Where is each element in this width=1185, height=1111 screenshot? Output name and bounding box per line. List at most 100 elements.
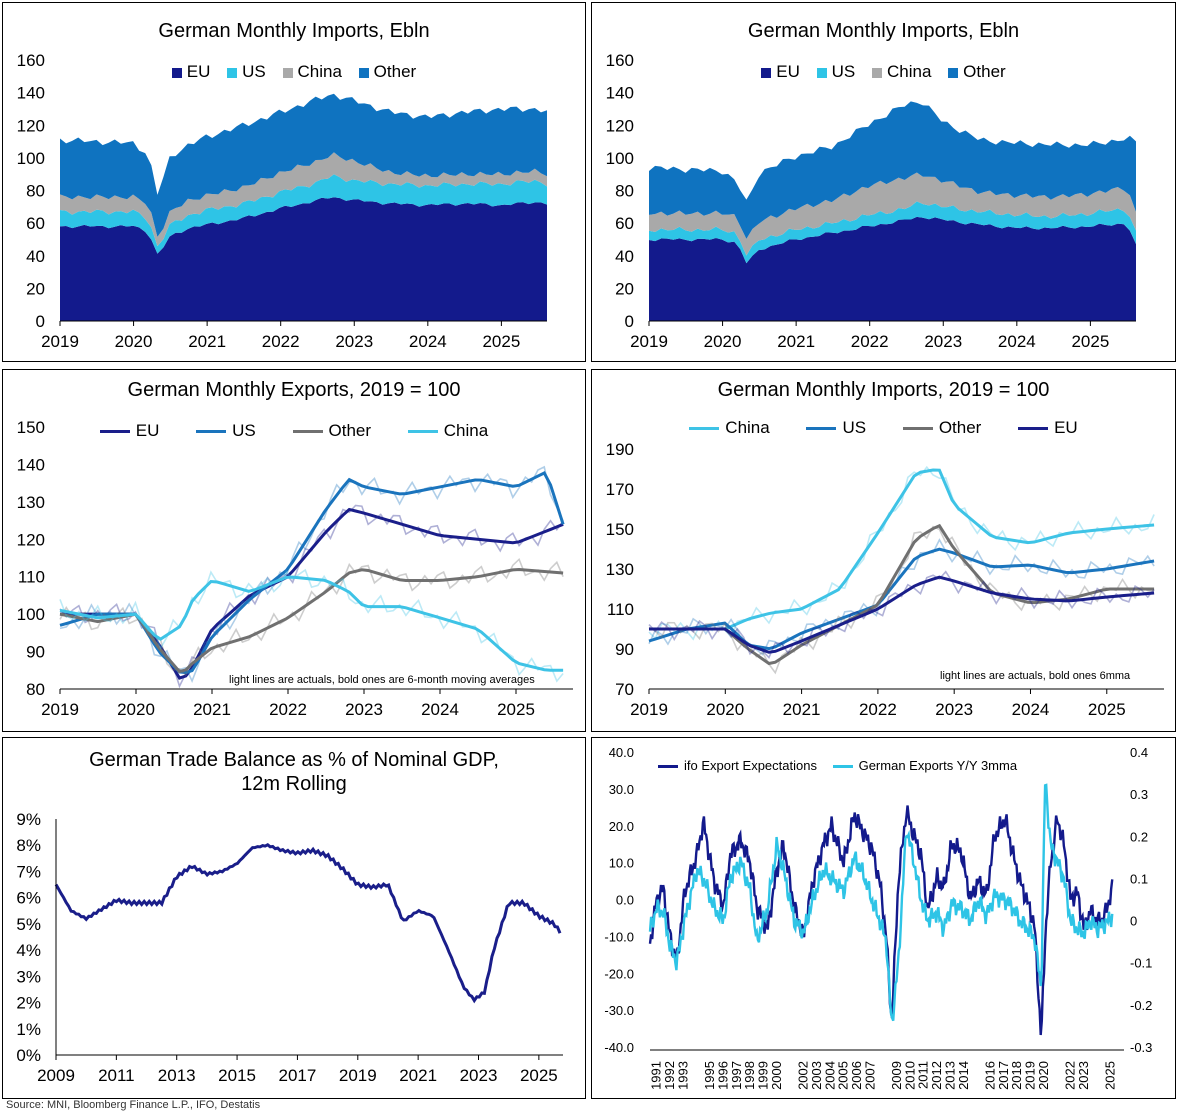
y-tick-label: 140 [606,84,634,103]
area-series-eu [649,216,1136,321]
y-tick-label: 100 [17,149,45,168]
legend-label: German Exports Y/Y 3mma [858,758,1018,773]
series-6mma-other [59,567,564,674]
y-tick-label: 10.0 [609,856,634,871]
x-tick-label: 2020 [704,332,742,351]
chart-title-line: German Trade Balance as % of Nominal GDP… [89,749,499,771]
legend-label: ifo Export Expectations [684,758,817,773]
legend-swatch-china [872,67,883,78]
series-ifo-export-expectations [648,805,1114,1036]
y2-tick-label: -0.2 [1130,998,1152,1013]
y-tick-label: 120 [606,116,634,135]
legend-line-us [196,430,227,434]
x-tick-label: 2013 [158,1066,196,1085]
area-series-us [649,201,1136,264]
x-tick-label: 2007 [862,1061,877,1090]
x-tick-label: 2019 [630,700,668,719]
y-tick-label: 30.0 [609,782,634,797]
chart-legend: EU US China Other [592,62,1175,82]
y-tick-label: 3% [16,967,41,986]
legend-swatch-us [816,67,827,78]
series-6mma-eu [649,575,1155,654]
y-tick-label: 0% [16,1046,41,1065]
legend-item-china: China [282,62,342,82]
x-tick-label: 2021 [777,332,815,351]
legend-item-other: Other [948,62,1006,82]
legend-label: China [887,62,932,81]
x-tick-label: 2025 [482,332,520,351]
legend-item-eu: EU [761,62,800,82]
x-tick-label: 2006 [849,1061,864,1090]
legend-swatch-eu [171,67,182,78]
legend-item-eu: EU [99,421,159,441]
y-tick-label: 130 [17,493,45,512]
x-tick-label: 2023 [1076,1061,1091,1090]
legend-line-china [689,427,720,431]
chart-panel-imports-index: 70 90 110 130 150 170 190 2019 2020 2021 2022 2023 2… [591,369,1176,732]
legend-label: Other [938,418,982,437]
x-tick-label: 2020 [115,332,153,351]
area-series-us [60,174,547,254]
chart-legend: China US Other EU [592,418,1175,438]
x-tick-label: 1996 [715,1061,730,1090]
x-tick-label: 2019 [1023,1061,1038,1090]
x-tick-label: 2010 [902,1061,917,1090]
legend-label: US [242,62,266,81]
series-trade-balance [54,843,562,1004]
y-tick-label: 0.0 [616,893,634,908]
y-tick-label: 40 [26,247,45,266]
legend-label: US [232,421,256,440]
x-tick-label: 2017 [996,1061,1011,1090]
legend-label: Other [328,421,372,440]
y-tick-label: 140 [17,84,45,103]
x-tick-label: 1999 [755,1061,770,1090]
x-tick-label: 2025 [1103,1061,1118,1090]
y-tick-label: 5% [16,915,41,934]
x-tick-label: 2022 [269,700,307,719]
chart-title: German Monthly Exports, 2019 = 100 [127,379,461,401]
legend-item-china: China [872,62,931,82]
legend-item-us: US [806,418,866,438]
x-tick-label: 2019 [339,1066,377,1085]
x-tick-label: 2011 [916,1061,931,1089]
x-tick-label: 2004 [822,1061,837,1090]
x-tick-label: 1998 [742,1061,757,1090]
y2-tick-label: -0.1 [1130,956,1152,971]
y-tick-label: -30.0 [604,1003,634,1018]
y-tick-label: 160 [606,51,634,70]
y-tick-label: 150 [17,418,45,437]
y-tick-label: 9% [16,810,41,829]
area-series-china [60,152,547,247]
legend-label: China [725,418,770,437]
y-tick-label: 0 [625,312,634,331]
legend-line-eu [99,430,130,434]
y-tick-label: 60 [615,214,634,233]
legend-item-us: US [816,62,856,82]
y-tick-label: 20 [26,279,45,298]
x-tick-label: 1993 [675,1061,690,1090]
x-tick-label: 2024 [998,332,1036,351]
y-tick-label: -20.0 [604,966,634,981]
legend-item-ifo: ifo Export Expectations [658,758,817,773]
x-tick-label: 2014 [956,1061,971,1090]
chart-note: light lines are actuals, bold ones 6mma [940,670,1131,682]
x-tick-label: 2023 [935,700,973,719]
x-tick-label: 2000 [769,1061,784,1090]
legend-item-eu: EU [171,62,210,82]
y-tick-label: 120 [17,530,45,549]
y-tick-label: 1% [16,1020,41,1039]
y2-tick-label: 0.2 [1130,829,1148,844]
legend-item-us: US [227,62,266,82]
y-tick-label: 100 [17,605,45,624]
y-tick-label: 150 [606,520,634,539]
x-tick-label: 2023 [460,1066,498,1085]
y-tick-label: 4% [16,941,41,960]
x-tick-label: 1991 [649,1061,664,1090]
legend-label: US [831,62,856,81]
x-tick-label: 2020 [117,700,155,719]
legend-line-other [292,430,323,434]
legend-line-ifo [658,765,678,769]
series-actual-china [648,465,1155,641]
y-tick-label: 160 [17,51,45,70]
source-note: Source: MNI, Bloomberg Finance L.P., IFO… [6,1099,261,1111]
